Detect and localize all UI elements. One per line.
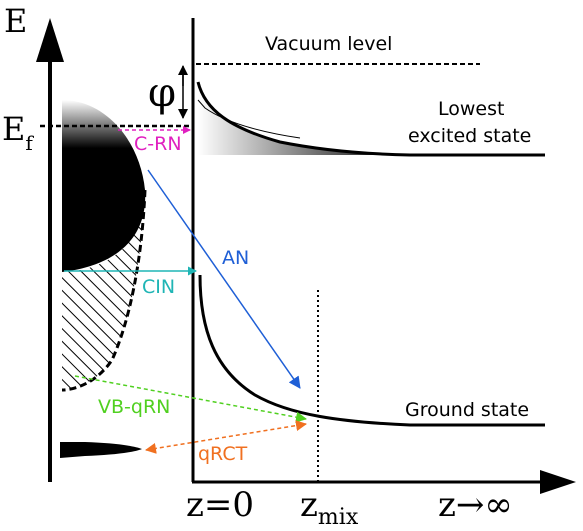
energy-axis-arrowhead — [36, 18, 64, 62]
core-level — [60, 442, 142, 458]
z-axis-arrowhead — [540, 470, 576, 494]
qrct-label: qRCT — [198, 443, 248, 465]
hatched-band — [62, 190, 146, 390]
an-arrow — [147, 169, 301, 389]
ground-state-curve — [198, 274, 545, 427]
energy-axis-label: E — [4, 2, 27, 40]
vbqrn-label: VB-qRN — [98, 396, 170, 418]
excited-state-inner-line — [197, 99, 301, 139]
occupied-states — [62, 100, 146, 272]
cin-label: CIN — [142, 276, 175, 298]
an-label: AN — [222, 247, 249, 269]
work-function-label: φ — [148, 70, 176, 116]
zmix-label: zmix — [300, 485, 359, 530]
ground-state-label: Ground state — [405, 399, 529, 421]
qrct-arrow — [145, 420, 307, 454]
fermi-label: Ef — [2, 110, 34, 155]
z-axis — [192, 470, 576, 494]
excited-state-curve — [196, 81, 545, 157]
zinf-label: z→∞ — [438, 485, 513, 525]
excited-state-shading — [198, 82, 410, 155]
crn-label: C-RN — [134, 133, 182, 155]
energy-axis — [36, 18, 64, 482]
vacuum-level-label: Vacuum level — [265, 33, 392, 55]
excited-state-label-2: excited state — [408, 125, 531, 147]
z0-label: z=0 — [186, 485, 254, 525]
excited-state-label-1: Lowest — [438, 98, 504, 120]
hatched-band-edge — [61, 189, 147, 392]
